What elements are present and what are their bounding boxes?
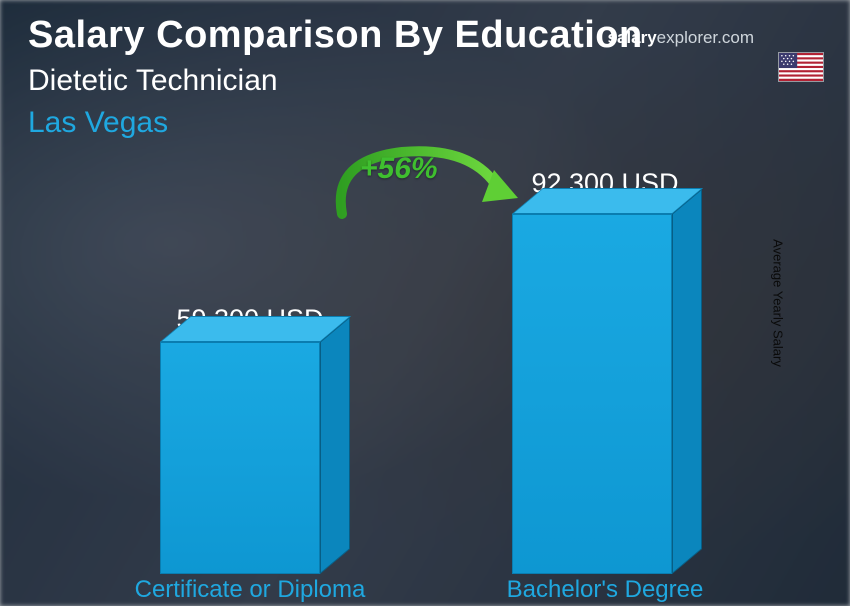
page-title: Salary Comparison By Education bbox=[28, 14, 643, 57]
brand-part-mid: explorer bbox=[657, 28, 717, 47]
brand-logo-text: salaryexplorer.com bbox=[608, 28, 755, 48]
bar-label-right: Bachelor's Degree bbox=[455, 576, 755, 604]
bar-front-face bbox=[160, 342, 320, 574]
bar-label-left: Certificate or Diploma bbox=[100, 576, 400, 604]
job-subtitle: Dietetic Technician bbox=[28, 64, 278, 98]
brand-part-bold: salary bbox=[608, 28, 657, 47]
bar-front-face bbox=[512, 214, 672, 574]
bar-side-face bbox=[320, 317, 350, 574]
bar-top-face bbox=[512, 188, 703, 214]
us-flag-icon bbox=[778, 52, 824, 82]
location-label: Las Vegas bbox=[28, 106, 168, 140]
content-root: Salary Comparison By Education Dietetic … bbox=[0, 0, 850, 606]
bar-top-face bbox=[160, 316, 351, 342]
brand-part-suffix: .com bbox=[717, 28, 754, 47]
bar-chart: 59,300 USD 92,300 USD Certificate or Dip… bbox=[0, 136, 850, 606]
bar-side-face bbox=[672, 189, 702, 574]
